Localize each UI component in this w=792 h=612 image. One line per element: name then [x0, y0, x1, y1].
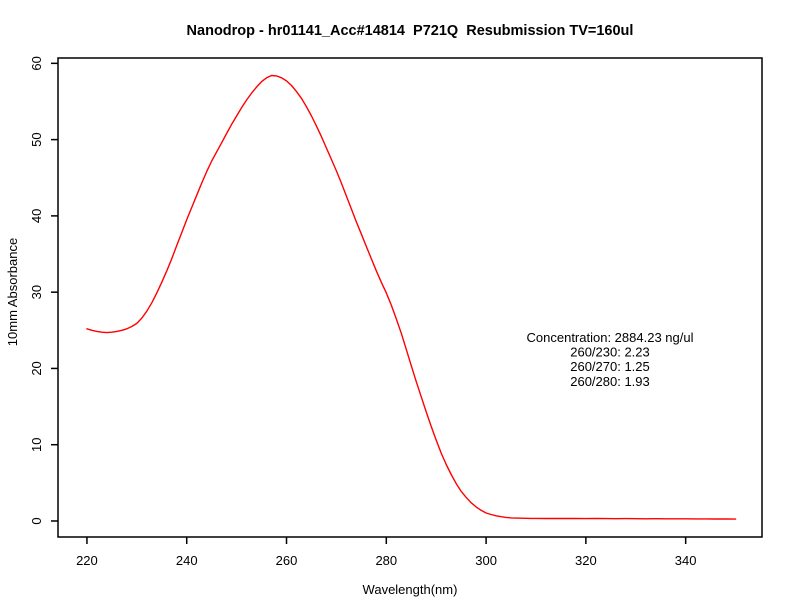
axes-layer: 220 240 260 280 300 320 340 0 10 20 30 40 50 60 — [29, 56, 763, 568]
x-tick-label: 280 — [375, 553, 397, 568]
y-axis-label: 10mm Absorbance — [5, 238, 20, 346]
y-tick-label: 30 — [29, 285, 44, 299]
x-tick-label: 220 — [76, 553, 98, 568]
x-tick-label: 340 — [675, 553, 697, 568]
y-tick-label: 40 — [29, 209, 44, 223]
y-tick-label: 0 — [29, 517, 44, 524]
y-tick-label: 10 — [29, 437, 44, 451]
x-axis-label: Wavelength(nm) — [363, 582, 458, 597]
annotation-line: 260/270: 1.25 — [570, 359, 650, 374]
plot-box — [57, 57, 763, 538]
y-tick-label: 50 — [29, 132, 44, 146]
annotation-line: 260/280: 1.93 — [570, 374, 650, 389]
annotation-line: Concentration: 2884.23 ng/ul — [527, 330, 694, 345]
x-tick-label: 240 — [176, 553, 198, 568]
chart-title: Nanodrop - hr01141_Acc#14814 P721Q Resub… — [187, 23, 634, 39]
x-tick-label: 260 — [276, 553, 298, 568]
y-tick-label: 60 — [29, 56, 44, 70]
x-tick-label: 300 — [475, 553, 497, 568]
series-layer — [86, 74, 737, 520]
x-tick-label: 320 — [575, 553, 597, 568]
annotation-line: 260/230: 2.23 — [570, 345, 650, 360]
absorbance-curve — [86, 74, 737, 520]
y-tick-label: 20 — [29, 361, 44, 375]
